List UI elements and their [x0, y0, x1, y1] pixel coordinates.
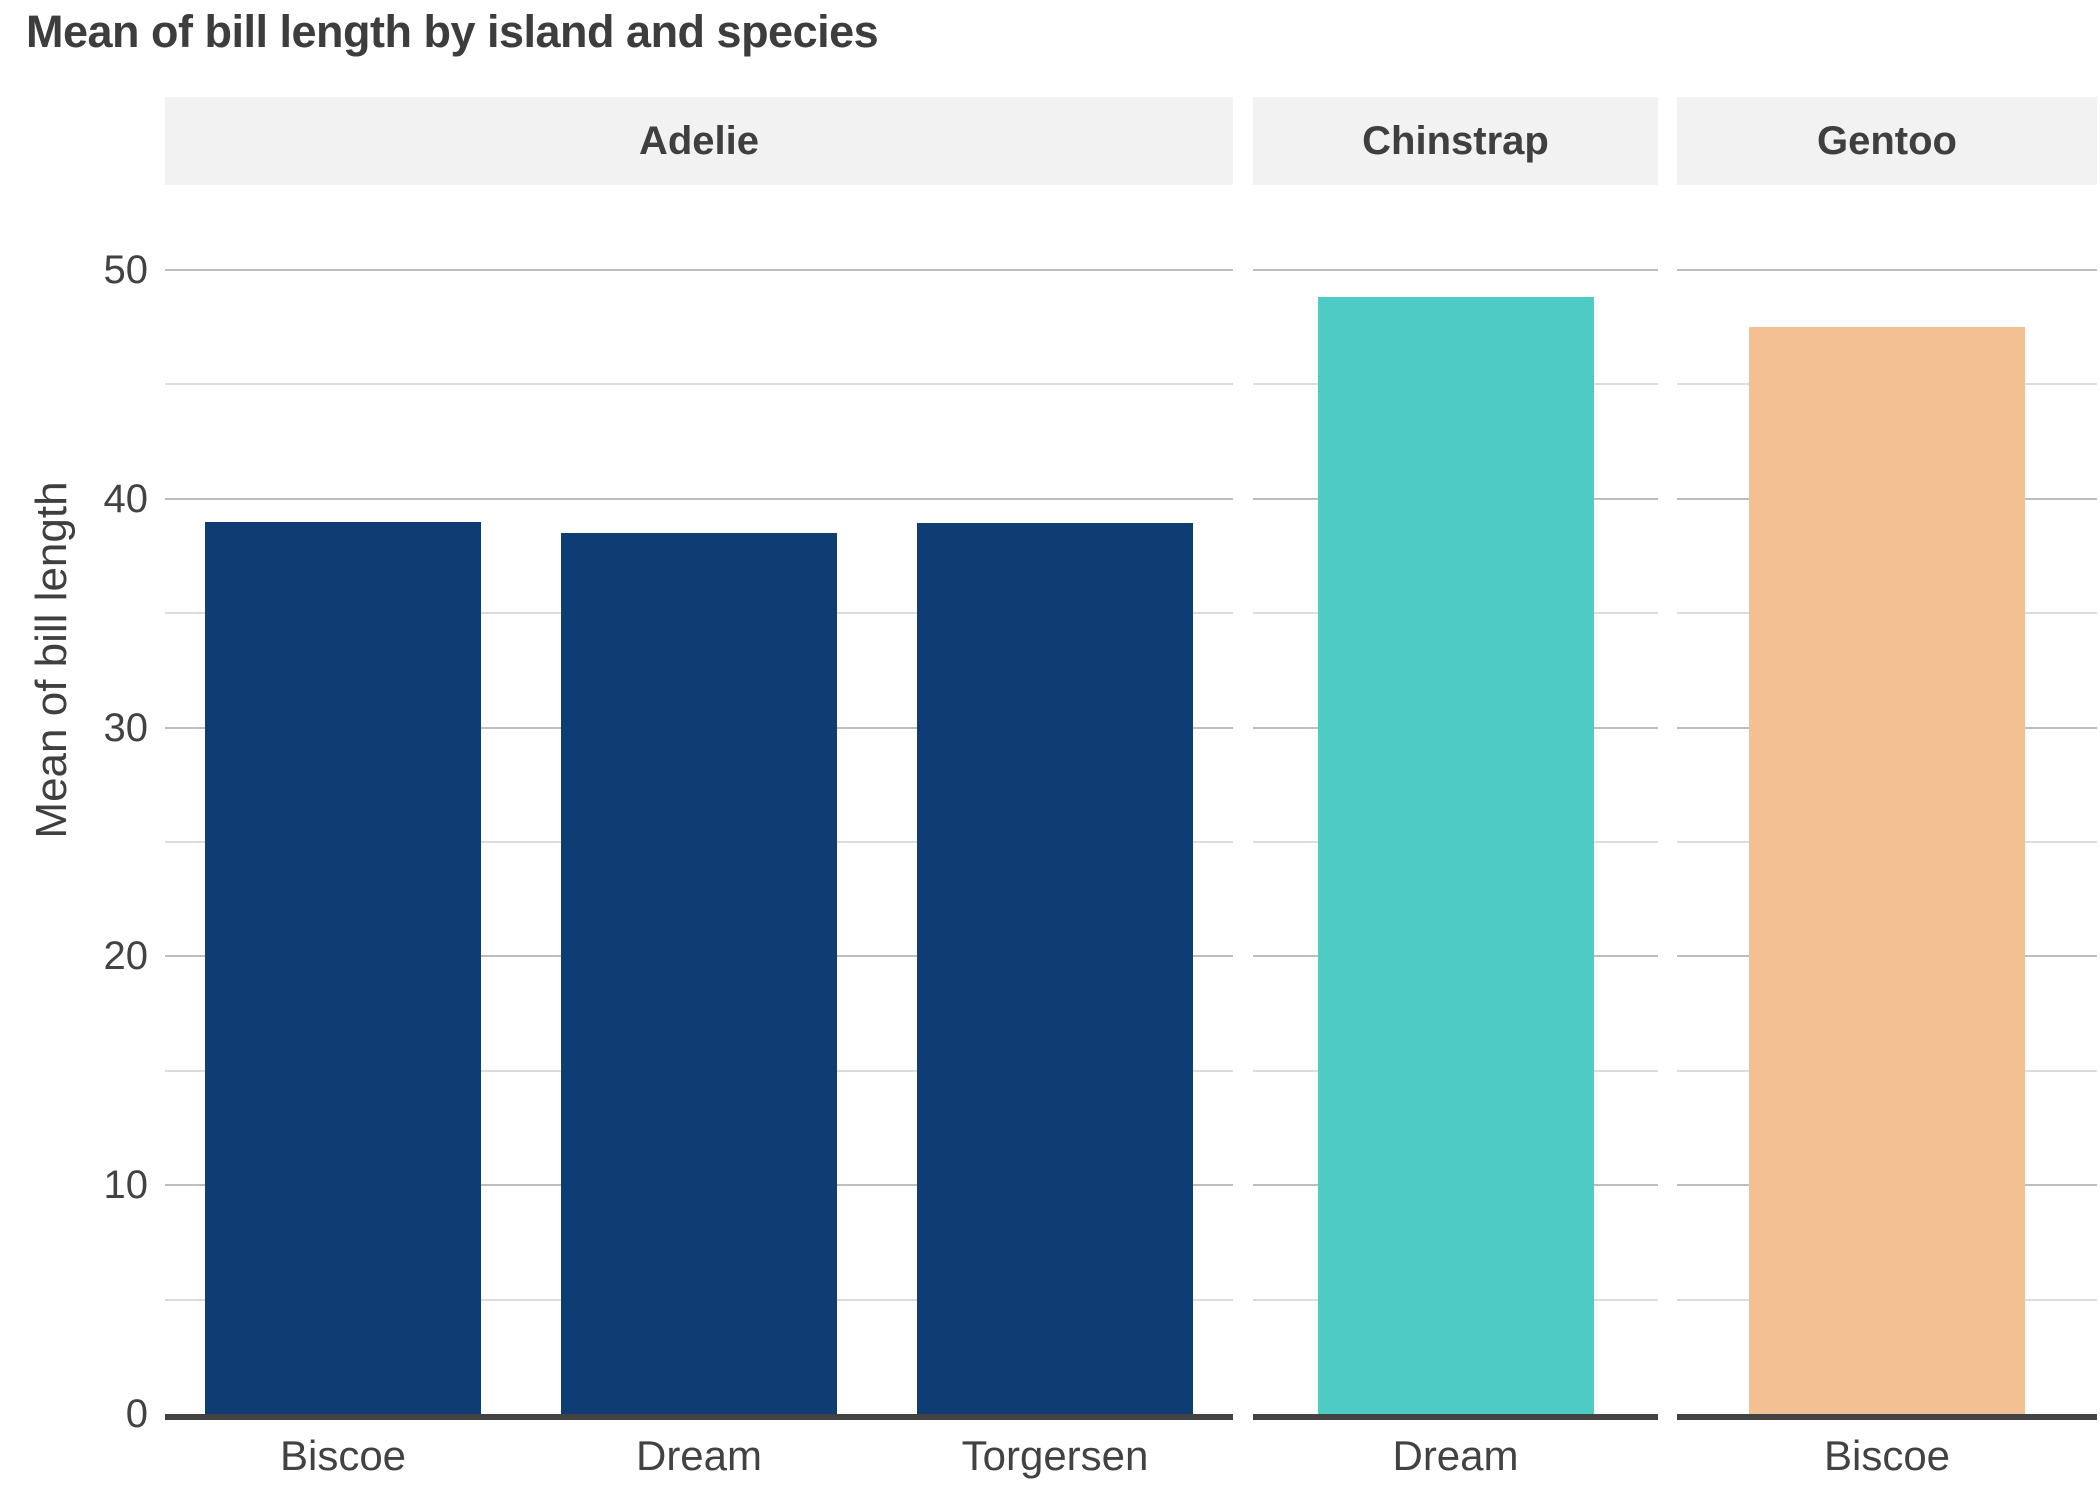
x-tick-label-biscoe: Biscoe [1823, 1432, 1951, 1479]
facet-panel-gentoo [1677, 186, 2097, 1420]
x-tick-label-biscoe: Biscoe [279, 1432, 407, 1479]
y-tick-label-30: 30 [103, 705, 149, 750]
x-tick-label-torgersen: Torgersen [961, 1432, 1149, 1479]
x-tick-label-dream: Dream [1392, 1432, 1519, 1479]
bar-adelie-biscoe [205, 522, 481, 1414]
y-tick-label-50: 50 [103, 248, 149, 292]
y-tick-label-10: 10 [103, 1163, 149, 1208]
facet-strip-gentoo: Gentoo [1677, 97, 2097, 185]
gridline-minor-45 [165, 383, 1233, 386]
facet-strip-label: Gentoo [1817, 118, 1957, 163]
facet-strip-chinstrap: Chinstrap [1253, 97, 1658, 185]
chart-title: Mean of bill length by island and specie… [26, 6, 879, 57]
facet-strip-label: Adelie [638, 118, 760, 163]
y-tick-label-0: 0 [125, 1392, 148, 1436]
bar-adelie-dream [561, 533, 837, 1414]
gridline-major-50 [1677, 269, 2097, 271]
gridline-major-50 [1253, 269, 1658, 271]
y-axis-title: Mean of bill length [27, 481, 76, 839]
facet-strip-adelie: Adelie [165, 97, 1233, 185]
x-tick-label-dream: Dream [635, 1432, 763, 1479]
y-tick-label-20: 20 [103, 934, 149, 979]
bar-chinstrap-dream [1317, 297, 1594, 1414]
facet-panel-chinstrap [1253, 186, 1658, 1420]
bar-adelie-torgersen [917, 523, 1193, 1414]
gridline-major-40 [165, 497, 1233, 500]
y-tick-label-40: 40 [103, 476, 149, 521]
gridline-major-50 [165, 269, 1233, 271]
facet-panel-adelie [165, 186, 1233, 1420]
bar-gentoo-biscoe [1749, 327, 2025, 1414]
facet-strip-label: Chinstrap [1362, 118, 1549, 163]
